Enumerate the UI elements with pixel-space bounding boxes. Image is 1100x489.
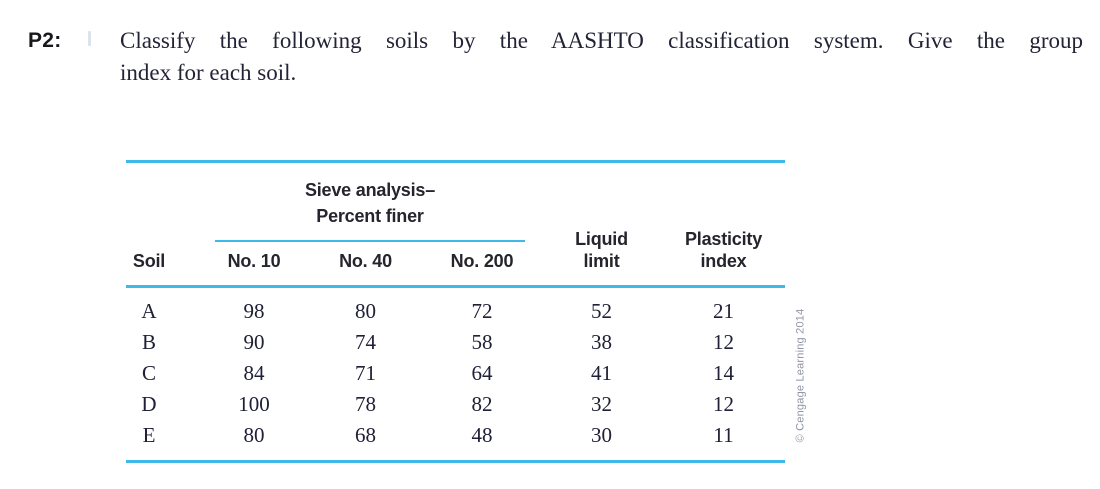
- table-body: A 98 80 72 52 21 B 90 74 58 38 12 C 84 7…: [126, 296, 785, 451]
- column-group-title: Sieve analysis– Percent finer: [215, 177, 525, 229]
- table-header-row: Soil No. 10 No. 40 No. 200 Liquid limit …: [126, 226, 785, 275]
- cell-liquid-limit: 41: [591, 361, 612, 385]
- column-header-no200: No. 200: [423, 226, 541, 275]
- cell-no10: 98: [243, 299, 265, 323]
- table-row-a: A 98 80 72 52 21: [126, 296, 785, 327]
- cell-plasticity-index: 12: [713, 330, 734, 354]
- table-row-e: E 80 68 48 30 11: [126, 420, 785, 451]
- copyright-note: © Cengage Learning 2014: [794, 308, 807, 443]
- column-header-no10: No. 10: [200, 226, 308, 275]
- column-header-liquid-line-1: Liquid: [575, 229, 628, 249]
- cell-soil: B: [141, 330, 156, 354]
- column-group-title-line-1: Sieve analysis–: [304, 180, 436, 200]
- table-top-rule: [126, 160, 785, 163]
- cell-liquid-limit: 38: [591, 330, 612, 354]
- column-header-plasticity-index: Plasticity index: [662, 226, 785, 275]
- cell-no10: 80: [243, 423, 265, 447]
- table-row-d: D 100 78 82 32 12: [126, 389, 785, 420]
- cell-liquid-limit: 30: [591, 423, 612, 447]
- statement-line-2: index for each soil.: [120, 60, 297, 85]
- table-header-rule: [126, 285, 785, 288]
- cell-liquid-limit: 32: [591, 392, 612, 416]
- cell-no40: 78: [355, 392, 376, 416]
- cell-liquid-limit: 52: [591, 299, 612, 323]
- cell-no10: 100: [238, 392, 270, 416]
- cell-no200: 48: [471, 423, 493, 447]
- column-header-no200-label: No. 200: [450, 251, 514, 271]
- cell-no200: 64: [471, 361, 493, 385]
- cell-plasticity-index: 14: [713, 361, 734, 385]
- cell-no200: 82: [471, 392, 493, 416]
- column-header-soil: Soil: [126, 226, 200, 275]
- cell-no40: 71: [355, 361, 376, 385]
- cell-no40: 68: [355, 423, 376, 447]
- cell-no200: 58: [471, 330, 493, 354]
- column-header-no40-label: No. 40: [339, 251, 392, 271]
- cell-plasticity-index: 11: [713, 423, 734, 447]
- column-header-plasticity-line-1: Plasticity: [684, 229, 763, 249]
- cell-no10: 90: [243, 330, 265, 354]
- column-header-soil-label: Soil: [132, 251, 166, 271]
- column-group-title-line-2: Percent finer: [316, 206, 424, 226]
- cell-plasticity-index: 12: [713, 392, 734, 416]
- cell-plasticity-index: 21: [713, 299, 734, 323]
- column-group-rule: [215, 240, 525, 242]
- cell-no40: 80: [355, 299, 376, 323]
- scan-artifact-mark: [88, 31, 91, 46]
- cell-soil: E: [142, 423, 156, 447]
- table-row-b: B 90 74 58 38 12: [126, 327, 785, 358]
- cell-soil: A: [141, 299, 157, 323]
- cell-no40: 74: [355, 330, 376, 354]
- column-header-liquid-line-2: limit: [583, 251, 620, 271]
- table-bottom-rule: [126, 460, 785, 463]
- column-header-liquid-limit: Liquid limit: [541, 226, 662, 275]
- column-header-plasticity-line-2: index: [700, 251, 747, 271]
- cell-soil: C: [141, 361, 156, 385]
- column-header-no40: No. 40: [308, 226, 423, 275]
- column-header-no10-label: No. 10: [227, 251, 281, 271]
- cell-no200: 72: [471, 299, 493, 323]
- soil-data-table: Sieve analysis– Percent finer Soil No. 1…: [126, 160, 785, 466]
- cell-no10: 84: [243, 361, 265, 385]
- statement-line-1: Classify the following soils by the AASH…: [120, 28, 1083, 53]
- problem-statement: Classify the following soils by the AASH…: [120, 25, 1083, 89]
- table-row-c: C 84 71 64 41 14: [126, 358, 785, 389]
- cell-soil: D: [141, 392, 157, 416]
- problem-label: P2:: [28, 29, 62, 52]
